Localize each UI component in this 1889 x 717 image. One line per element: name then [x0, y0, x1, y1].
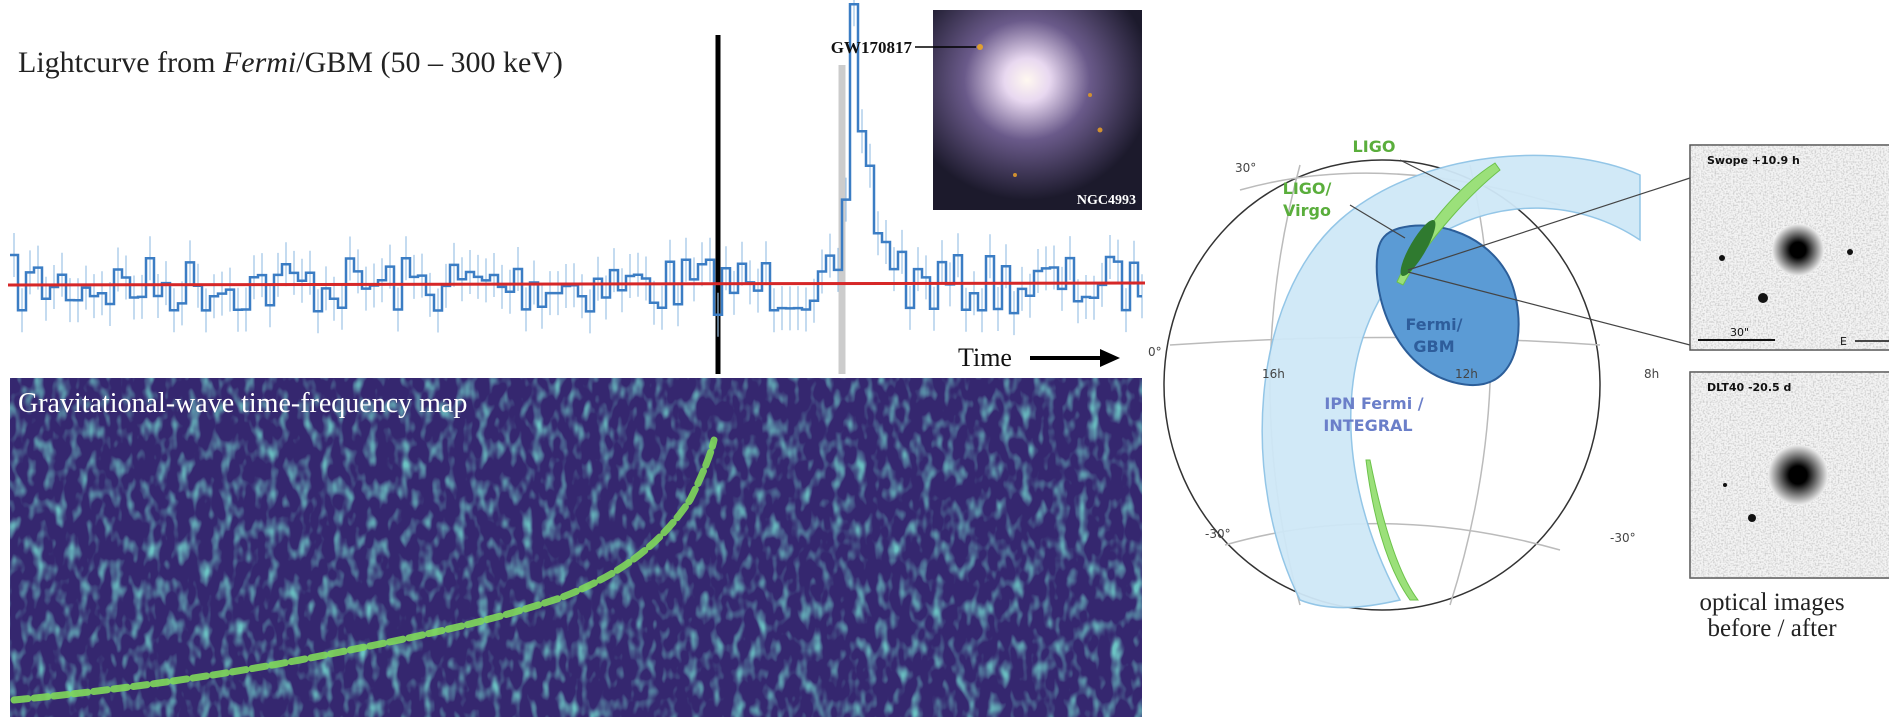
dec-label: 30°: [1235, 161, 1256, 175]
skymap: LIGO LIGO/ Virgo Fermi/ GBM IPN Fermi / …: [1148, 137, 1691, 611]
ligo-virgo-label: LIGO/: [1283, 179, 1332, 198]
star: [1847, 249, 1853, 255]
panel-label: Swope +10.9 h: [1707, 154, 1800, 167]
spectrogram-noise: [10, 378, 1142, 717]
fermi-label: GBM: [1413, 337, 1454, 356]
coordinate-grid: [1169, 164, 1601, 606]
galaxy-core: [1772, 224, 1824, 276]
fermi-label: Fermi/: [1405, 315, 1462, 334]
star: [1719, 255, 1725, 261]
caption: before / after: [1707, 615, 1837, 642]
ipn-label: INTEGRAL: [1323, 416, 1412, 435]
ra-label: 12h: [1455, 367, 1478, 381]
event-label: GW170817: [831, 38, 913, 57]
ligo-region-south: [1365, 459, 1420, 601]
title-part: Lightcurve from: [18, 46, 223, 79]
zoom-line: [1407, 271, 1691, 346]
dec-label: 0°: [1148, 345, 1162, 359]
galaxy-label: NGC4993: [1077, 193, 1136, 208]
panel-label: DLT40 -20.5 d: [1707, 381, 1791, 394]
star: [1748, 514, 1756, 522]
star: [1097, 127, 1103, 133]
spectrogram-panel: Gravitational-wave time-frequency map: [10, 378, 1142, 717]
ligo-virgo-label: Virgo: [1283, 201, 1331, 220]
dec-label: -30°: [1610, 531, 1636, 545]
ra-label: 16h: [1262, 367, 1285, 381]
time-arrowhead: [1100, 349, 1120, 367]
title-part: /GBM (50 – 300 keV): [296, 46, 563, 79]
star: [1088, 93, 1092, 97]
scale-label: 30": [1730, 326, 1749, 339]
kilonova: [977, 44, 983, 50]
lightcurve-title: Lightcurve from Fermi/GBM (50 – 300 keV): [18, 46, 563, 79]
spectrogram-title: Gravitational-wave time-frequency map: [18, 388, 467, 419]
ligo-label: LIGO: [1353, 137, 1396, 156]
star: [1013, 173, 1017, 177]
chirp-track: [10, 436, 718, 704]
ra-label: 8h: [1644, 367, 1659, 381]
background-level: [7, 281, 1146, 287]
time-label: Time: [958, 343, 1012, 372]
ipn-label: IPN Fermi /: [1324, 394, 1423, 413]
lightcurve-panel: Lightcurve from Fermi/GBM (50 – 300 keV)…: [7, 0, 1146, 374]
title-part: Fermi: [222, 46, 296, 79]
galaxy-image: [933, 10, 1142, 210]
optical-panels: Swope +10.9 h 30" E DLT40 -20.5 d optica…: [1689, 144, 1889, 642]
galaxy-core: [1768, 445, 1828, 505]
label-pointer: [1349, 204, 1406, 239]
label-pointer: [1399, 159, 1461, 191]
dec-label: -30°: [1205, 527, 1231, 541]
star: [1758, 293, 1768, 303]
zoom-line: [1407, 177, 1691, 271]
star: [1723, 483, 1727, 487]
caption: optical images: [1699, 589, 1844, 616]
ligo-virgo-region: [1400, 220, 1436, 276]
compass-label: E: [1840, 335, 1847, 348]
